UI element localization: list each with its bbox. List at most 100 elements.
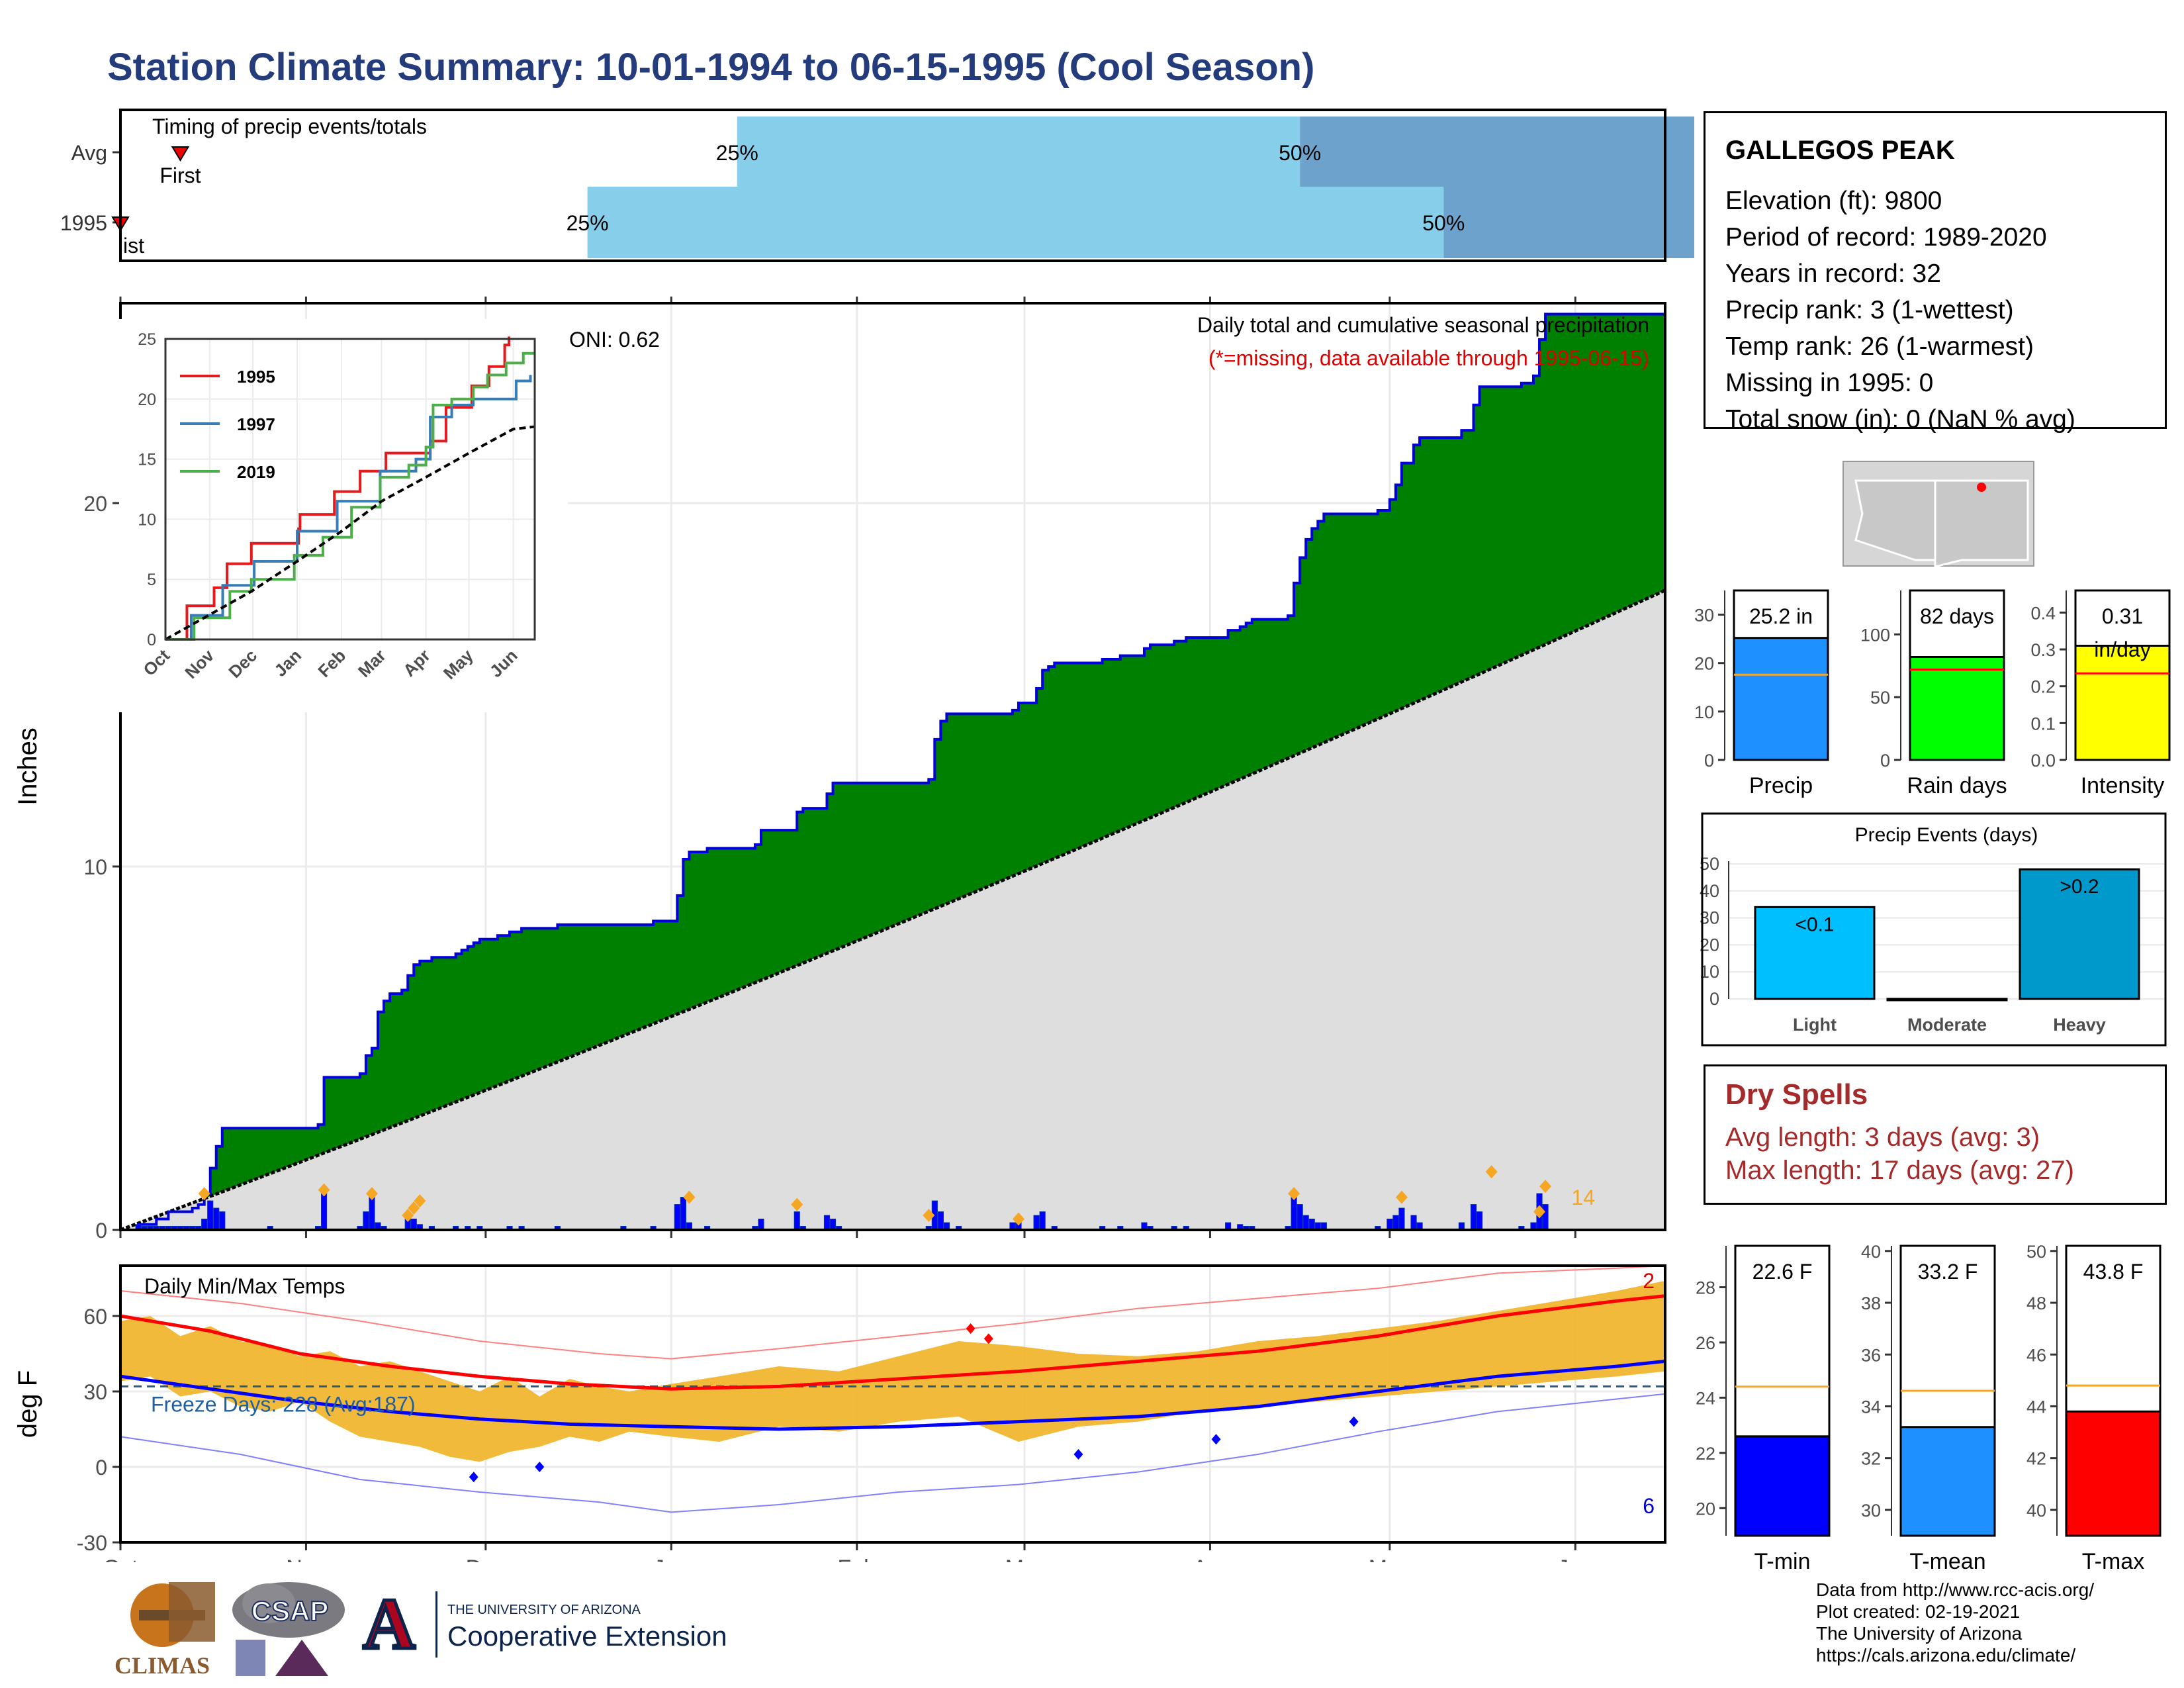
extreme-precip-marker — [402, 1209, 414, 1223]
location-map — [1843, 461, 2034, 567]
oni-label: ONI: 0.62 — [569, 328, 660, 352]
inset-bg — [119, 319, 568, 712]
csap-logo-text: CSAP — [251, 1595, 329, 1626]
extreme-precip-marker — [1288, 1187, 1300, 1201]
summary-y-tick-label: 20 — [1694, 654, 1714, 674]
summary-y-tick-label: 26 — [1696, 1333, 1715, 1353]
ua-logo: A THE UNIVERSITY OF ARIZONA Cooperative … — [361, 1582, 727, 1666]
temp-x-tick-label: Nov — [286, 1556, 326, 1562]
station-name: GALLEGOS PEAK — [1725, 136, 1955, 165]
inset-y-tick-label: 25 — [138, 330, 156, 349]
daily-precip-bar — [823, 1215, 831, 1231]
inset-y-tick-label: 10 — [138, 510, 156, 529]
temperature-summary-bars: 22.6 F 20 22 24 26 28 T-min 33.2 F 30 32 34 36 38 40 T… — [1696, 1242, 2161, 1574]
timing-bar-25-50 — [587, 187, 1444, 258]
main-y-tick-label: 10 — [83, 855, 107, 879]
extreme-precip-marker — [1012, 1212, 1024, 1226]
temp-x-tick-label: Dec — [466, 1556, 506, 1562]
seasonal-summary-bars: 25.2 in 0 10 20 30 Precip 82 days 0 50 100 Rain da… — [1694, 589, 2171, 798]
event-bar — [1754, 906, 1876, 1000]
station-total-snow: Total snow (in): 0 (NaN % avg) — [1725, 405, 2075, 434]
inset-legend-label: 1997 — [237, 414, 275, 434]
summary-y-tick-label: 32 — [1861, 1449, 1881, 1469]
extreme-precip-marker — [1485, 1165, 1498, 1179]
summary-y-tick-label: 0.1 — [2030, 714, 2056, 733]
extreme-precip-marker — [791, 1197, 803, 1211]
summary-y-tick-label: 22 — [1696, 1444, 1715, 1464]
daily-precip-bar — [1476, 1211, 1483, 1231]
timing-bar-50-75 — [1443, 187, 1694, 258]
daily-precip-bar — [1398, 1207, 1405, 1231]
summary-y-tick-label: 30 — [1694, 606, 1714, 626]
cumulative-1995-outline — [120, 312, 1665, 1231]
extreme-precip-marker — [408, 1201, 420, 1215]
temp-bottom-right-label: 6 — [1643, 1494, 1655, 1518]
average-cumulative-area — [120, 590, 1665, 1230]
summary-y-tick-label: 100 — [1860, 625, 1890, 645]
main-y-axis-label: Inches — [13, 727, 42, 806]
station-precip-rank: Precip rank: 3 (1-wettest) — [1725, 296, 2014, 324]
summary-y-tick-label: 0 — [1704, 751, 1714, 771]
summary-y-tick-label: 42 — [2026, 1449, 2046, 1469]
daily-precip-bar — [369, 1197, 375, 1231]
new-mexico-shape — [1934, 479, 2029, 567]
summary-bar — [1899, 1426, 1996, 1537]
station-years: Years in record: 32 — [1725, 259, 1941, 288]
record-low-marker — [1073, 1449, 1083, 1460]
inset-series-line — [165, 425, 535, 641]
temp-x-tick-label: May — [1369, 1556, 1411, 1562]
csap-logo: CSAP — [232, 1582, 345, 1676]
credit-url: https://cals.arizona.edu/climate/ — [1816, 1645, 2076, 1665]
station-period: Period of record: 1989-2020 — [1725, 223, 2047, 252]
temp-x-tick-label: Jan — [653, 1556, 690, 1562]
daily-precip-bar — [1039, 1211, 1046, 1231]
daily-precip-bar — [201, 1219, 208, 1231]
summary-y-tick-label: 40 — [1861, 1242, 1881, 1262]
daily-precip-bar — [1308, 1219, 1315, 1231]
daily-precip-bar — [207, 1200, 214, 1231]
summary-category-label: T-max — [2082, 1549, 2144, 1574]
event-bar — [2019, 868, 2140, 1000]
record-low-marker — [1211, 1434, 1221, 1445]
summary-y-tick-label: 46 — [2026, 1345, 2046, 1365]
summary-y-tick-label: 24 — [1696, 1388, 1715, 1408]
summary-value-label: 82 days — [1920, 604, 1994, 628]
extreme-precip-marker — [198, 1187, 210, 1201]
climas-logo-text: CLIMAS — [114, 1652, 210, 1679]
daily-precip-bar — [219, 1211, 226, 1231]
inset-legend-label: 1995 — [237, 367, 275, 387]
summary-value-label: 22.6 F — [1752, 1260, 1813, 1284]
summary-bar — [1733, 637, 1829, 761]
climas-logo: CLIMAS — [114, 1582, 215, 1679]
station-elevation: Elevation (ft): 9800 — [1725, 187, 1942, 215]
summary-bar — [2074, 644, 2171, 761]
credit-plot-created: Plot created: 02-19-2021 — [1816, 1601, 2021, 1622]
summary-bar — [1734, 1435, 1831, 1537]
cumulative-precip-chart: Daily total and cumulative seasonal prec… — [13, 297, 1666, 1243]
daily-precip-bar — [363, 1211, 369, 1231]
daily-precip-bar — [1470, 1204, 1477, 1231]
timing-row-label: Avg — [71, 141, 107, 165]
timing-p25-label: 25% — [567, 211, 609, 235]
events-y-tick-label: 0 — [1709, 989, 1719, 1009]
summary-value-label: 43.8 F — [2083, 1260, 2144, 1284]
station-info-box: GALLEGOS PEAK Elevation (ft): 9800 Perio… — [1704, 111, 2167, 434]
summary-y-tick-label: 0 — [1880, 751, 1890, 771]
summary-y-tick-label: 40 — [2026, 1501, 2046, 1521]
temp-x-tick-label: Apr — [1193, 1556, 1228, 1562]
dry-spells-max: Max length: 17 days (avg: 27) — [1725, 1156, 2074, 1185]
timing-row-label: 1995 — [60, 211, 107, 235]
temp-x-tick-label: Oct — [103, 1556, 138, 1562]
summary-y-tick-label: 0.3 — [2030, 640, 2056, 660]
daily-precip-bar — [674, 1204, 680, 1231]
summary-value-label: 0.31 — [2102, 604, 2143, 628]
station-missing: Missing in 1995: 0 — [1725, 369, 1934, 397]
extreme-precip-marker — [1533, 1205, 1546, 1219]
temp-x-tick-label: Jun — [1557, 1556, 1594, 1562]
timing-bar-25-50 — [737, 117, 1300, 188]
ua-small-text: THE UNIVERSITY OF ARIZONA — [447, 1603, 641, 1617]
summary-y-tick-label: 28 — [1696, 1278, 1715, 1298]
summary-y-tick-label: 36 — [1861, 1345, 1881, 1365]
daily-temp-range — [120, 1280, 1665, 1462]
ua-a-icon: A — [363, 1583, 415, 1664]
